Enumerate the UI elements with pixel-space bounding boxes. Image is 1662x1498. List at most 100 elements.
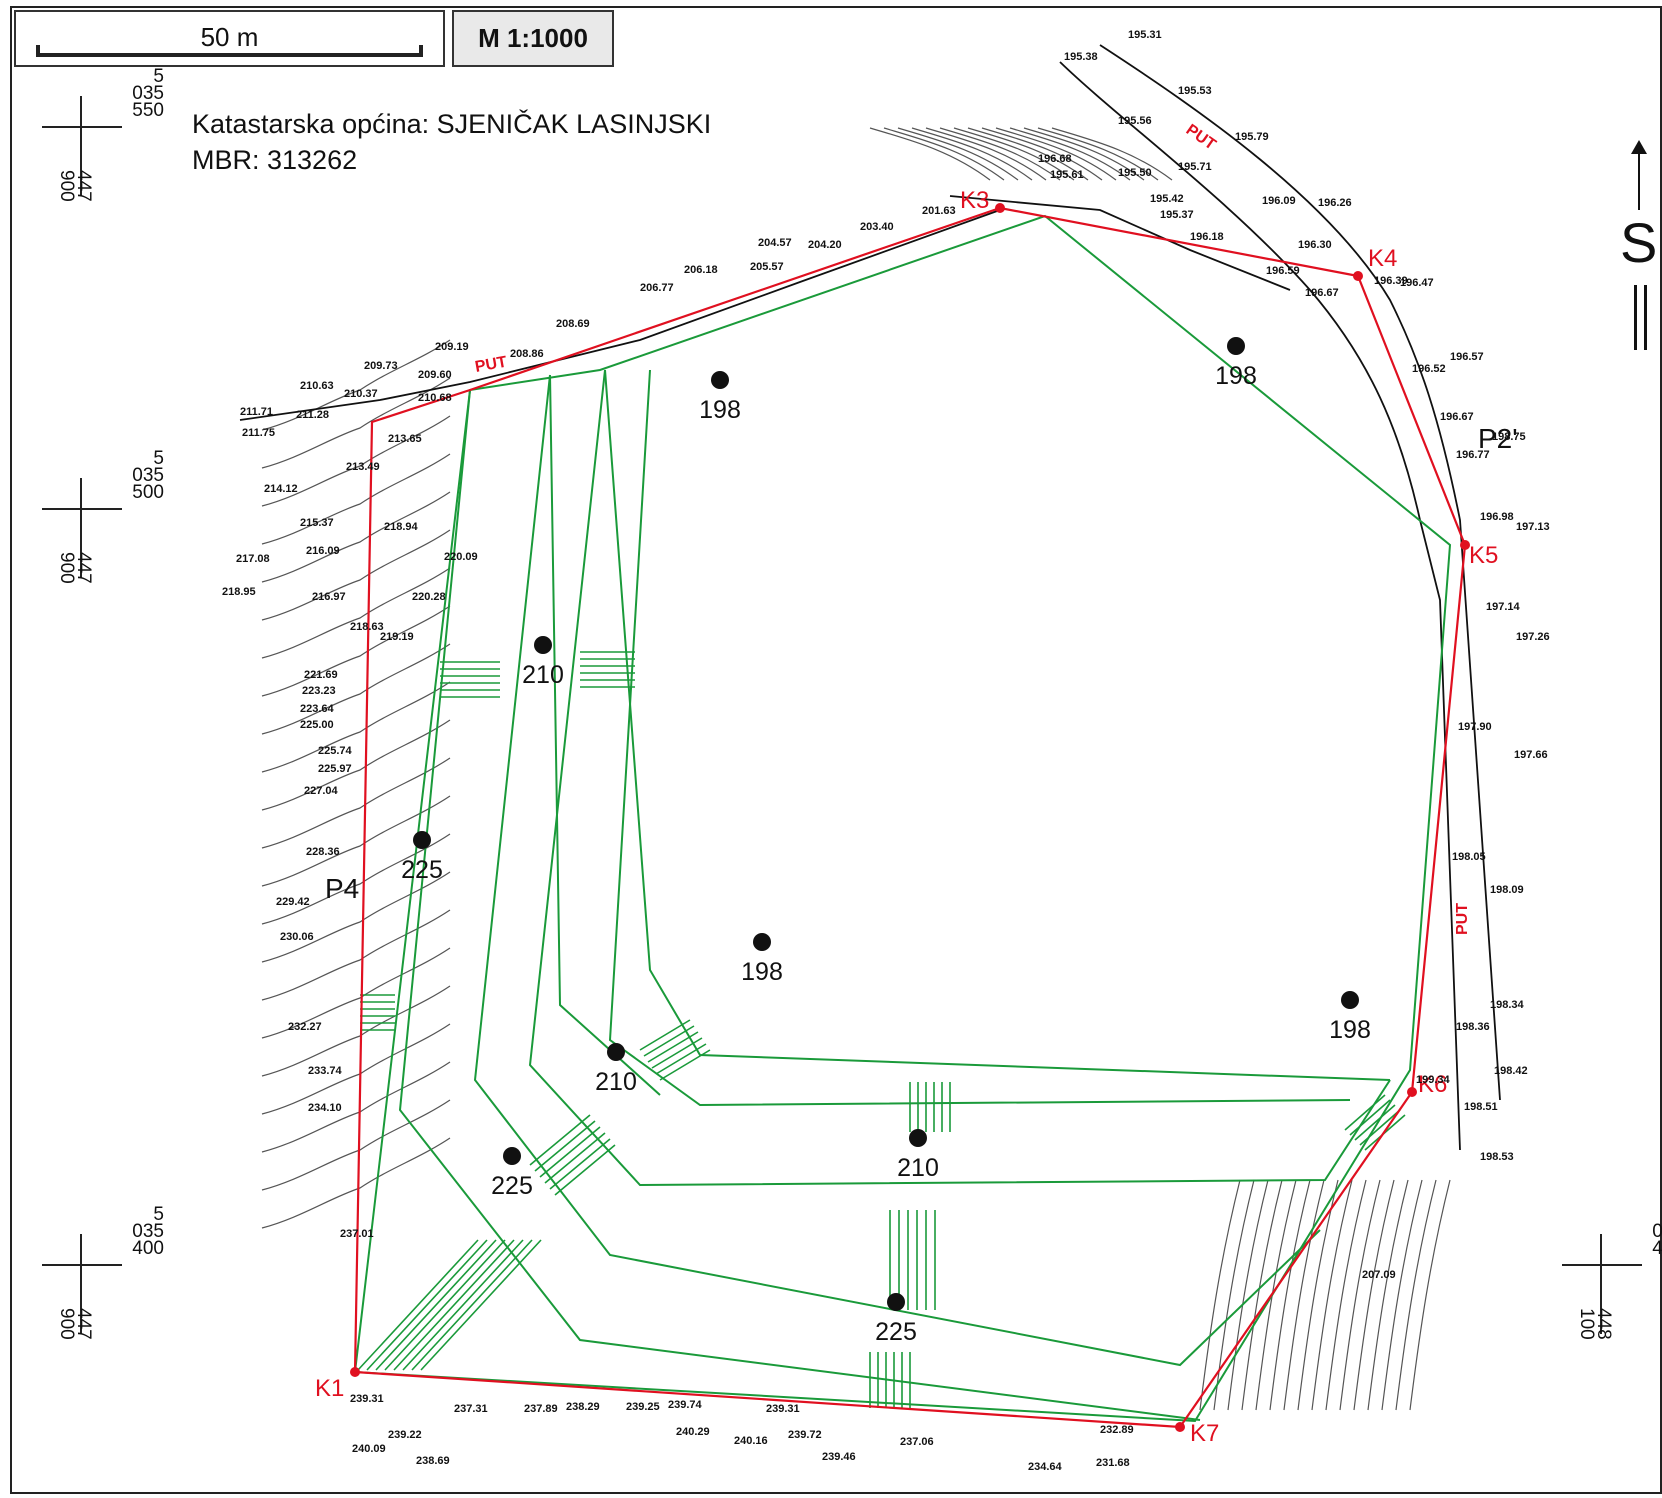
spot-height-label: 196.30 <box>1298 239 1332 251</box>
grid-cross-1: 5 035 550 447 900 <box>42 67 164 206</box>
spot-height-label: 218.63 <box>350 621 384 633</box>
spot-height-label: 232.27 <box>288 1021 322 1033</box>
spot-height-label: 204.57 <box>758 237 792 249</box>
terrace-hatches <box>357 651 1406 1408</box>
spot-height-label: 211.71 <box>240 406 273 418</box>
scale-bar-box: 50 m <box>14 10 445 67</box>
spot-height-label: 223.64 <box>300 703 335 715</box>
spot-height-label: 238.69 <box>416 1455 450 1467</box>
spot-height-label: 196.67 <box>1305 287 1339 299</box>
spot-height-label: 225.97 <box>318 763 352 775</box>
grid-cross-1-right: 5 035 550 <box>132 66 164 121</box>
elevation-marker-icon <box>909 1129 927 1147</box>
spot-heights: 195.31 195.38 195.53 195.56 195.79 195.71 196.… <box>222 29 1550 1473</box>
spot-height-label: 233.74 <box>308 1065 343 1077</box>
spot-height-label: 228.36 <box>306 846 340 858</box>
spot-height-label: 213.49 <box>346 461 380 473</box>
spot-height-label: 240.29 <box>676 1426 710 1438</box>
spot-height-label: 196.39 <box>1374 275 1408 287</box>
road-label: PUT <box>1183 121 1219 153</box>
spot-height-label: 197.26 <box>1516 631 1550 643</box>
spot-height-label: 206.77 <box>640 282 674 294</box>
grid-cross-4-right: 5 035 400 <box>1652 1221 1662 1259</box>
spot-height-label: 198.75 <box>1492 431 1526 443</box>
spot-height-label: 196.09 <box>1262 195 1296 207</box>
spot-height-label: 218.95 <box>222 586 256 598</box>
spot-height-label: 199.34 <box>1416 1074 1451 1086</box>
spot-height-label: 195.38 <box>1064 51 1098 63</box>
spot-height-label: 204.20 <box>808 239 842 251</box>
spot-height-label: 239.74 <box>668 1399 703 1411</box>
spot-height-label: 239.31 <box>350 1393 384 1405</box>
spot-height-label: 217.08 <box>236 553 270 565</box>
spot-height-label: 198.51 <box>1464 1101 1498 1113</box>
north-arrow: S <box>1618 140 1662 350</box>
elevation-marker-icon <box>753 933 771 951</box>
spot-height-label: 198.09 <box>1490 884 1524 896</box>
spot-height-label: 198.36 <box>1456 1021 1490 1033</box>
spot-height-label: 237.01 <box>340 1228 374 1240</box>
elevation-marker-icon <box>1227 337 1245 355</box>
spot-height-label: 238.29 <box>566 1401 600 1413</box>
spot-height-label: 196.77 <box>1456 449 1490 461</box>
map-title-block: Katastarska općina: SJENIČAK LASINJSKI M… <box>192 106 711 178</box>
spot-height-label: 210.68 <box>418 392 452 404</box>
elevation-marker-label: 198 <box>741 958 783 986</box>
spot-height-label: 225.74 <box>318 745 353 757</box>
spot-height-label: 219.19 <box>380 631 414 643</box>
spot-height-label: 195.37 <box>1160 209 1194 221</box>
spot-height-label: 227.04 <box>304 785 339 797</box>
spot-height-label: 201.63 <box>922 205 956 217</box>
spot-height-label: 195.79 <box>1235 131 1269 143</box>
elevation-marker-icon <box>534 636 552 654</box>
elevation-marker-label: 210 <box>595 1068 637 1096</box>
elevation-marker-icon <box>503 1147 521 1165</box>
boundary-points: K1 K3 K4 K5 K6 K7 <box>315 187 1498 1447</box>
spot-height-label: 237.06 <box>900 1436 934 1448</box>
elevation-marker-icon <box>711 371 729 389</box>
spot-height-label: 239.31 <box>766 1403 800 1415</box>
boundary-point-marker <box>1407 1087 1417 1097</box>
spot-height-label: 205.57 <box>750 261 784 273</box>
boundary-point-label: K3 <box>960 187 989 214</box>
elevation-marker-icon <box>413 831 431 849</box>
road-label: PUT <box>474 354 509 376</box>
grid-cross-3-right: 5 035 400 <box>132 1204 164 1259</box>
spot-height-label: 220.28 <box>412 591 446 603</box>
spot-height-label: 196.26 <box>1318 197 1352 209</box>
spot-height-label: 229.42 <box>276 896 310 908</box>
cadastral-municipality: Katastarska općina: SJENIČAK LASINJSKI <box>192 109 712 139</box>
spot-height-label: 203.40 <box>860 221 894 233</box>
spot-height-label: 213.65 <box>388 433 422 445</box>
spot-height-label: 197.14 <box>1486 601 1521 613</box>
spot-height-label: 209.19 <box>435 341 469 353</box>
spot-height-label: 195.56 <box>1118 115 1152 127</box>
spot-height-label: 216.97 <box>312 591 346 603</box>
spot-height-label: 218.94 <box>384 521 419 533</box>
elevation-marker-label: 210 <box>522 661 564 689</box>
spot-height-label: 208.86 <box>510 348 544 360</box>
spot-height-label: 198.53 <box>1480 1151 1514 1163</box>
spot-height-label: 196.57 <box>1450 351 1484 363</box>
spot-height-label: 196.68 <box>1038 153 1072 165</box>
spot-height-label: 230.06 <box>280 931 314 943</box>
spot-height-label: 220.09 <box>444 551 478 563</box>
grid-cross-4: 5 035 400 448 100 <box>1562 1222 1662 1344</box>
boundary-point-marker <box>995 203 1005 213</box>
spot-height-label: 195.53 <box>1178 85 1212 97</box>
spot-height-label: 207.09 <box>1362 1269 1396 1281</box>
spot-height-label: 210.63 <box>300 380 334 392</box>
boundary-point-marker <box>350 1367 360 1377</box>
spot-height-label: 237.31 <box>454 1403 488 1415</box>
spot-height-label: 240.09 <box>352 1443 386 1455</box>
boundary-point-label: K6 <box>1418 1071 1447 1098</box>
elevation-marker-label: 198 <box>1215 362 1257 390</box>
spot-height-label: 210.37 <box>344 388 378 400</box>
spot-height-label: 196.47 <box>1400 277 1434 289</box>
elevation-marker-label: 198 <box>1329 1016 1371 1044</box>
parcel-boundary <box>353 206 1467 1429</box>
spot-height-label: 197.90 <box>1458 721 1492 733</box>
spot-height-label: 239.72 <box>788 1429 822 1441</box>
spot-height-label: 231.68 <box>1096 1457 1130 1469</box>
